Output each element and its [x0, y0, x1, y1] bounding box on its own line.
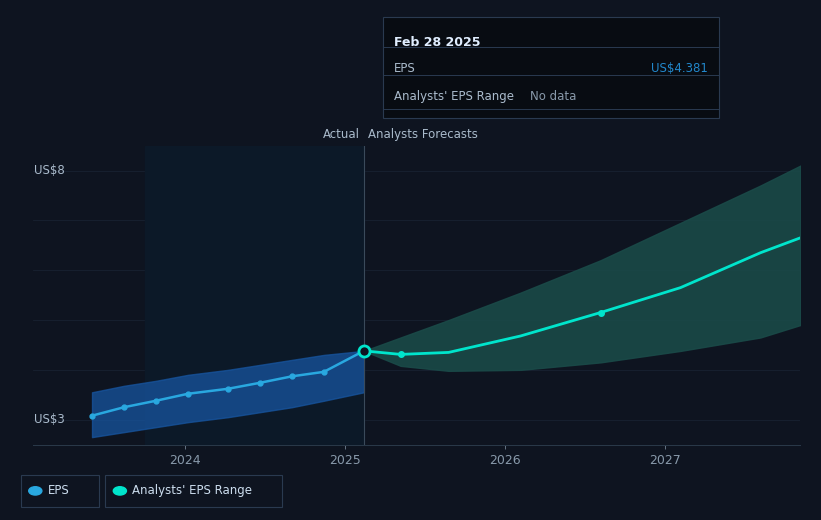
Text: Actual: Actual [323, 128, 360, 141]
Text: US$3: US$3 [34, 413, 65, 426]
Text: Feb 28 2025: Feb 28 2025 [394, 36, 480, 49]
Text: Analysts Forecasts: Analysts Forecasts [368, 128, 478, 141]
Bar [144, 146, 364, 445]
Text: Analysts' EPS Range: Analysts' EPS Range [394, 90, 514, 103]
Text: EPS: EPS [48, 485, 69, 497]
Text: EPS: EPS [394, 62, 415, 75]
Text: US$4.381: US$4.381 [651, 62, 708, 75]
Text: No data: No data [530, 90, 576, 103]
Text: Analysts' EPS Range: Analysts' EPS Range [132, 485, 252, 497]
Text: US$8: US$8 [34, 164, 65, 177]
